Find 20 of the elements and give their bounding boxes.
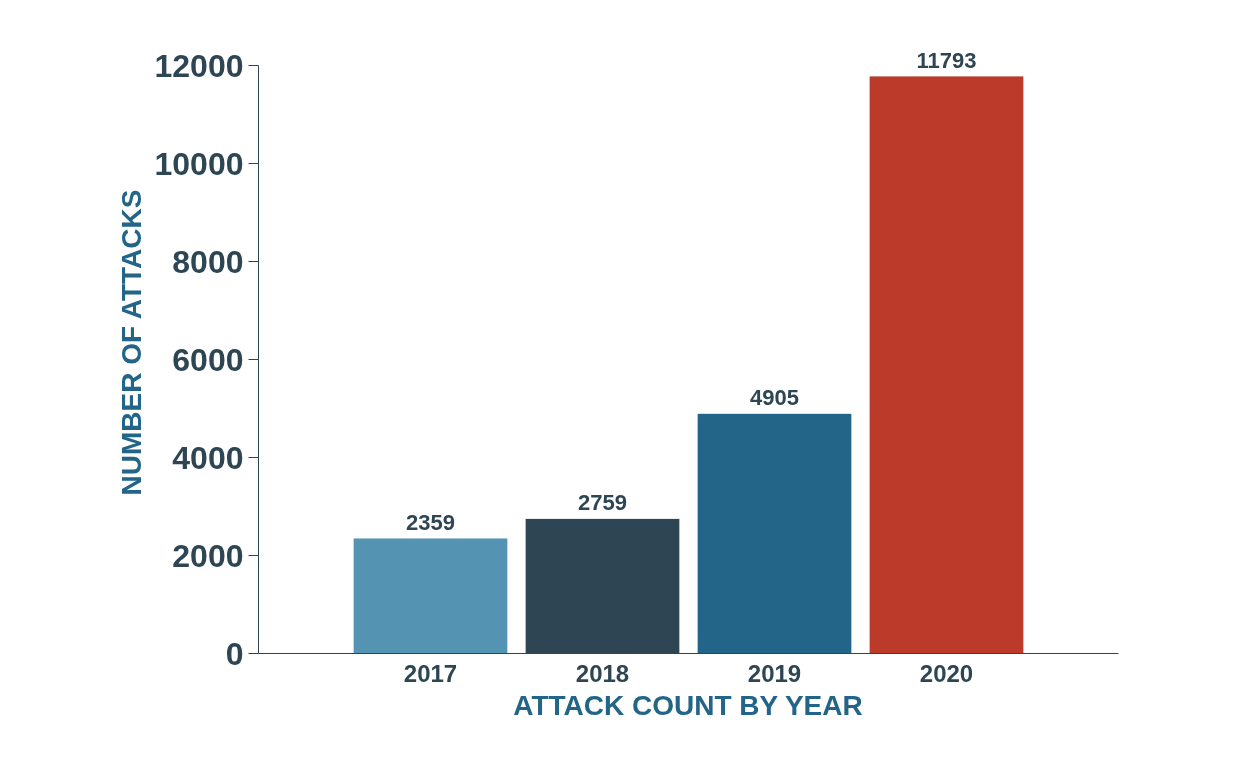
- y-tick-label: 12000: [154, 47, 244, 84]
- x-tick-label: 2018: [575, 659, 630, 687]
- y-tick-label: 2000: [172, 537, 244, 574]
- y-tick-label: 6000: [172, 341, 244, 378]
- data-label: 4905: [750, 385, 799, 411]
- x-tick-label: 2020: [919, 659, 974, 687]
- data-label: 2359: [406, 509, 455, 535]
- bar: [868, 75, 1025, 654]
- x-axis-title: ATTACK COUNT BY YEAR: [513, 689, 863, 721]
- y-tick-label: 0: [225, 635, 244, 672]
- data-label: 2759: [578, 490, 627, 516]
- y-tick-label: 4000: [172, 439, 244, 476]
- bar: [696, 412, 853, 654]
- y-tick-label: 8000: [172, 243, 244, 280]
- x-tick-label: 2019: [747, 659, 802, 687]
- y-tick-label: 10000: [154, 145, 244, 182]
- y-axis-title: NUMBER OF ATTACKS: [115, 189, 147, 496]
- data-label: 11793: [916, 47, 977, 73]
- bar: [352, 537, 509, 654]
- x-tick-label: 2017: [403, 659, 458, 687]
